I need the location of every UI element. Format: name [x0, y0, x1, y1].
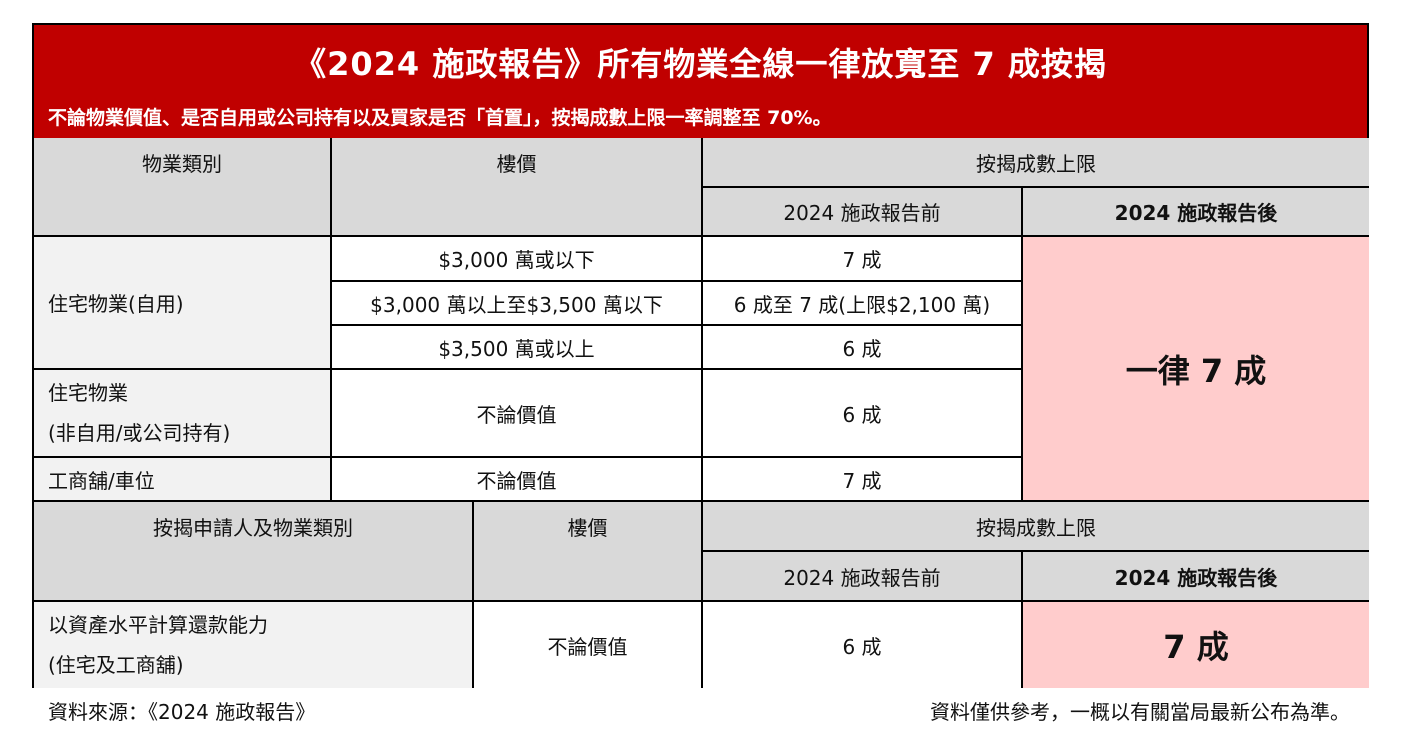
disclaimer-note: 資料僅供參考，一概以有關當局最新公布為準。	[930, 700, 1350, 724]
price-cell: 不論價值	[332, 458, 703, 502]
label-line-1: 以資產水平計算還款能力	[48, 613, 268, 637]
row-label-residential-self-use: 住宅物業(自用)	[34, 237, 332, 370]
banner-subtitle: 不論物業價值、是否自用或公司持有以及買家是否「首置」，按揭成數上限一率調整至 7…	[48, 107, 832, 129]
header-applicant-type: 按揭申請人及物業類別	[34, 502, 474, 602]
header-property-type: 物業類別	[34, 138, 332, 237]
header-before: 2024 施政報告前	[703, 552, 1023, 602]
label-line-2: (非自用/或公司持有)	[48, 421, 231, 445]
header-ltv-cap: 按揭成數上限	[703, 502, 1369, 552]
row-label-asset-based: 以資產水平計算還款能力 (住宅及工商舖)	[34, 602, 474, 688]
row-label-commercial-parking: 工商舖/車位	[34, 458, 332, 502]
price-cell: $3,000 萬以上至$3,500 萬以下	[332, 282, 703, 326]
before-cell: 6 成	[703, 326, 1023, 370]
label-line-2: (住宅及工商舖)	[48, 653, 184, 677]
price-cell: $3,500 萬或以上	[332, 326, 703, 370]
header-ltv-cap: 按揭成數上限	[703, 138, 1369, 188]
page-title: 《2024 施政報告》所有物業全線一律放寬至 7 成按揭	[294, 45, 1107, 83]
price-cell: 不論價值	[474, 602, 703, 688]
before-cell: 7 成	[703, 237, 1023, 282]
header-after: 2024 施政報告後	[1023, 552, 1369, 602]
price-cell: 不論價值	[332, 370, 703, 458]
after-cell-uniform-70: 一律 7 成	[1023, 237, 1369, 502]
header-price: 樓價	[332, 138, 703, 237]
label-line-1: 住宅物業	[48, 381, 128, 405]
price-cell: $3,000 萬或以下	[332, 237, 703, 282]
header-price: 樓價	[474, 502, 703, 602]
before-cell: 7 成	[703, 458, 1023, 502]
row-label-residential-non-self-use: 住宅物業 (非自用/或公司持有)	[34, 370, 332, 458]
source-note: 資料來源：《2024 施政報告》	[48, 700, 316, 724]
mortgage-table-card: 《2024 施政報告》所有物業全線一律放寬至 7 成按揭 不論物業價值、是否自用…	[32, 23, 1369, 688]
after-cell-70: 7 成	[1023, 602, 1369, 688]
title-banner: 《2024 施政報告》所有物業全線一律放寬至 7 成按揭 不論物業價值、是否自用…	[34, 25, 1367, 138]
header-before: 2024 施政報告前	[703, 188, 1023, 237]
header-after: 2024 施政報告後	[1023, 188, 1369, 237]
before-cell: 6 成	[703, 370, 1023, 458]
before-cell: 6 成至 7 成(上限$2,100 萬)	[703, 282, 1023, 326]
before-cell: 6 成	[703, 602, 1023, 688]
